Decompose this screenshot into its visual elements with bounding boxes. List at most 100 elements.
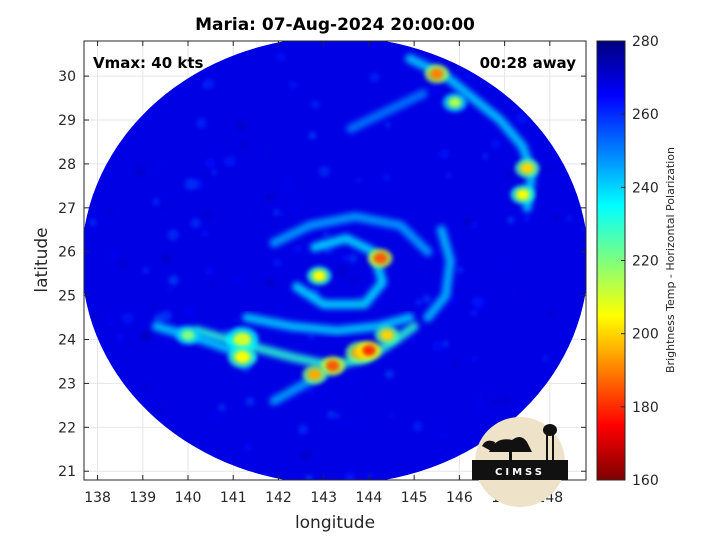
texture-speckle (154, 404, 166, 416)
texture-speckle (389, 413, 394, 418)
texture-speckle (412, 421, 423, 432)
texture-speckle (184, 305, 197, 318)
texture-speckle (298, 424, 308, 435)
texture-speckle (201, 230, 208, 237)
texture-speckle (238, 140, 249, 152)
texture-speckle (411, 338, 417, 343)
texture-speckle (356, 296, 362, 301)
texture-speckle (507, 216, 515, 224)
texture-speckle (439, 431, 449, 440)
texture-speckle (431, 85, 440, 94)
texture-speckle (549, 311, 554, 317)
cimss-logo-text: CIMSS (495, 467, 545, 478)
texture-speckle (107, 210, 113, 216)
texture-speckle (89, 218, 97, 226)
texture-speckle (234, 277, 241, 285)
colorbar: 160 180 200 220 240 260 280 Brightness Temp - … (596, 34, 677, 489)
texture-speckle (523, 215, 531, 223)
texture-speckle (516, 112, 528, 125)
texture-speckle (490, 139, 501, 150)
texture-speckle (384, 369, 394, 379)
texture-speckle (273, 209, 280, 216)
texture-speckle (509, 258, 514, 263)
texture-speckle (310, 99, 320, 109)
rain-band (423, 225, 455, 323)
convective-cell (181, 329, 195, 341)
y-tick-label: 27 (58, 201, 76, 217)
y-tick-label: 26 (58, 245, 76, 261)
texture-speckle (109, 249, 120, 260)
texture-speckle (404, 247, 410, 252)
texture-speckle (456, 266, 464, 274)
convective-cell (233, 332, 252, 347)
texture-speckle (121, 312, 134, 325)
texture-speckle (369, 72, 380, 83)
texture-speckle (202, 170, 212, 180)
texture-speckle (463, 72, 472, 81)
texture-speckle (540, 163, 551, 173)
texture-speckle (140, 330, 152, 342)
x-tick-label: 138 (84, 490, 111, 506)
texture-speckle (142, 267, 149, 274)
convective-cell (520, 162, 534, 174)
texture-speckle (156, 164, 162, 169)
texture-speckle (470, 309, 478, 317)
texture-speckle (327, 410, 336, 419)
texture-speckle (108, 322, 114, 328)
texture-speckle (233, 317, 239, 323)
texture-speckle (279, 211, 285, 217)
texture-speckle (236, 121, 246, 131)
texture-speckle (485, 298, 495, 308)
texture-speckle (342, 254, 349, 261)
texture-speckle (103, 313, 112, 322)
time-away-annotation: 00:28 away (480, 54, 577, 72)
texture-speckle (276, 303, 283, 310)
texture-speckle (293, 205, 300, 212)
texture-speckle (360, 424, 366, 430)
plot-frame (83, 40, 587, 481)
x-tick-label: 144 (356, 490, 383, 506)
texture-speckle (196, 117, 207, 129)
texture-speckle (307, 389, 314, 395)
cimss-logo: CIMSS (472, 417, 568, 507)
texture-speckle (439, 148, 450, 160)
texture-speckle (471, 355, 478, 362)
texture-speckle (472, 273, 478, 278)
convective-cell (429, 68, 444, 80)
texture-speckle (243, 443, 252, 452)
texture-speckle (150, 287, 156, 293)
texture-speckle (334, 413, 340, 419)
texture-speckle (134, 166, 145, 177)
convective-cell (325, 360, 340, 372)
texture-speckle (483, 395, 488, 400)
convective-cell (307, 369, 322, 381)
x-tick-label: 145 (401, 490, 428, 506)
texture-speckle (308, 333, 314, 340)
x-tick-label: 142 (265, 490, 292, 506)
y-tick-label: 28 (58, 157, 76, 173)
x-tick-label: 143 (310, 490, 337, 506)
texture-speckle (273, 258, 282, 267)
colorbar-tick-label: 220 (632, 254, 659, 270)
texture-speckle (482, 153, 488, 159)
texture-speckle (335, 265, 348, 278)
texture-speckle (349, 467, 355, 474)
chart-title: Maria: 07-Aug-2024 20:00:00 (195, 15, 475, 35)
texture-speckle (415, 298, 422, 306)
swath (84, 41, 586, 480)
texture-speckle (445, 172, 452, 179)
texture-speckle (117, 257, 129, 269)
convective-cell (448, 97, 462, 108)
x-tick-label: 141 (220, 490, 247, 506)
convective-cell (234, 350, 251, 364)
texture-speckle (190, 217, 201, 229)
y-tick-label: 30 (58, 69, 76, 85)
texture-speckle (276, 52, 286, 62)
swath-background (84, 41, 586, 480)
texture-speckle (211, 169, 217, 175)
texture-speckle (167, 286, 173, 292)
texture-speckle (153, 313, 165, 324)
texture-speckle (167, 338, 174, 345)
colorbar-tick-label: 280 (632, 34, 659, 50)
colorbar-label: Brightness Temp - Horizontal Polarizatio… (664, 147, 677, 373)
